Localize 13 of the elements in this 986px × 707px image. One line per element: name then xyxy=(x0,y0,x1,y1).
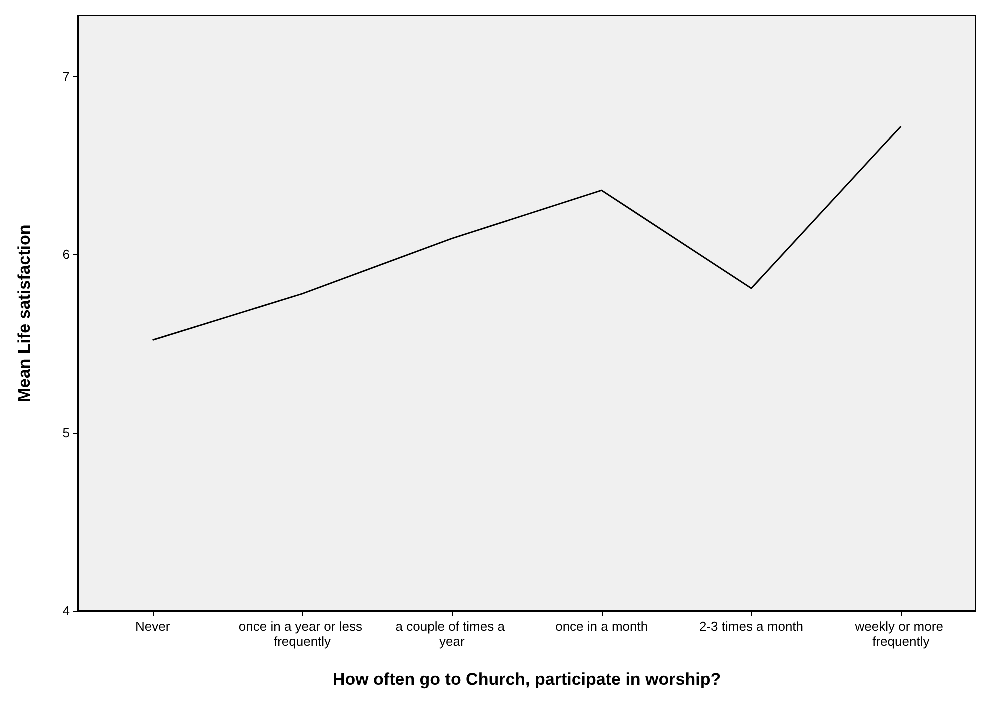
x-axis-title: How often go to Church, participate in worship? xyxy=(332,670,722,689)
x-tick-label: once in a year or less frequently xyxy=(238,619,366,649)
x-tick-label: weekly or more frequently xyxy=(854,619,948,649)
x-tick-label: Never xyxy=(135,619,171,634)
y-tick-label: 4 xyxy=(62,604,70,618)
x-tick-label: once in a month xyxy=(556,619,648,634)
line-series xyxy=(152,126,902,341)
x-tick-label: 2-3 times a month xyxy=(699,619,804,634)
y-tick-label: 5 xyxy=(62,425,70,440)
y-tick-label: 6 xyxy=(62,247,70,262)
x-tick-label: a couple of times a year xyxy=(396,619,509,649)
y-tick-label: 7 xyxy=(62,69,70,84)
y-axis-title: Mean Life satisfaction xyxy=(15,224,34,402)
